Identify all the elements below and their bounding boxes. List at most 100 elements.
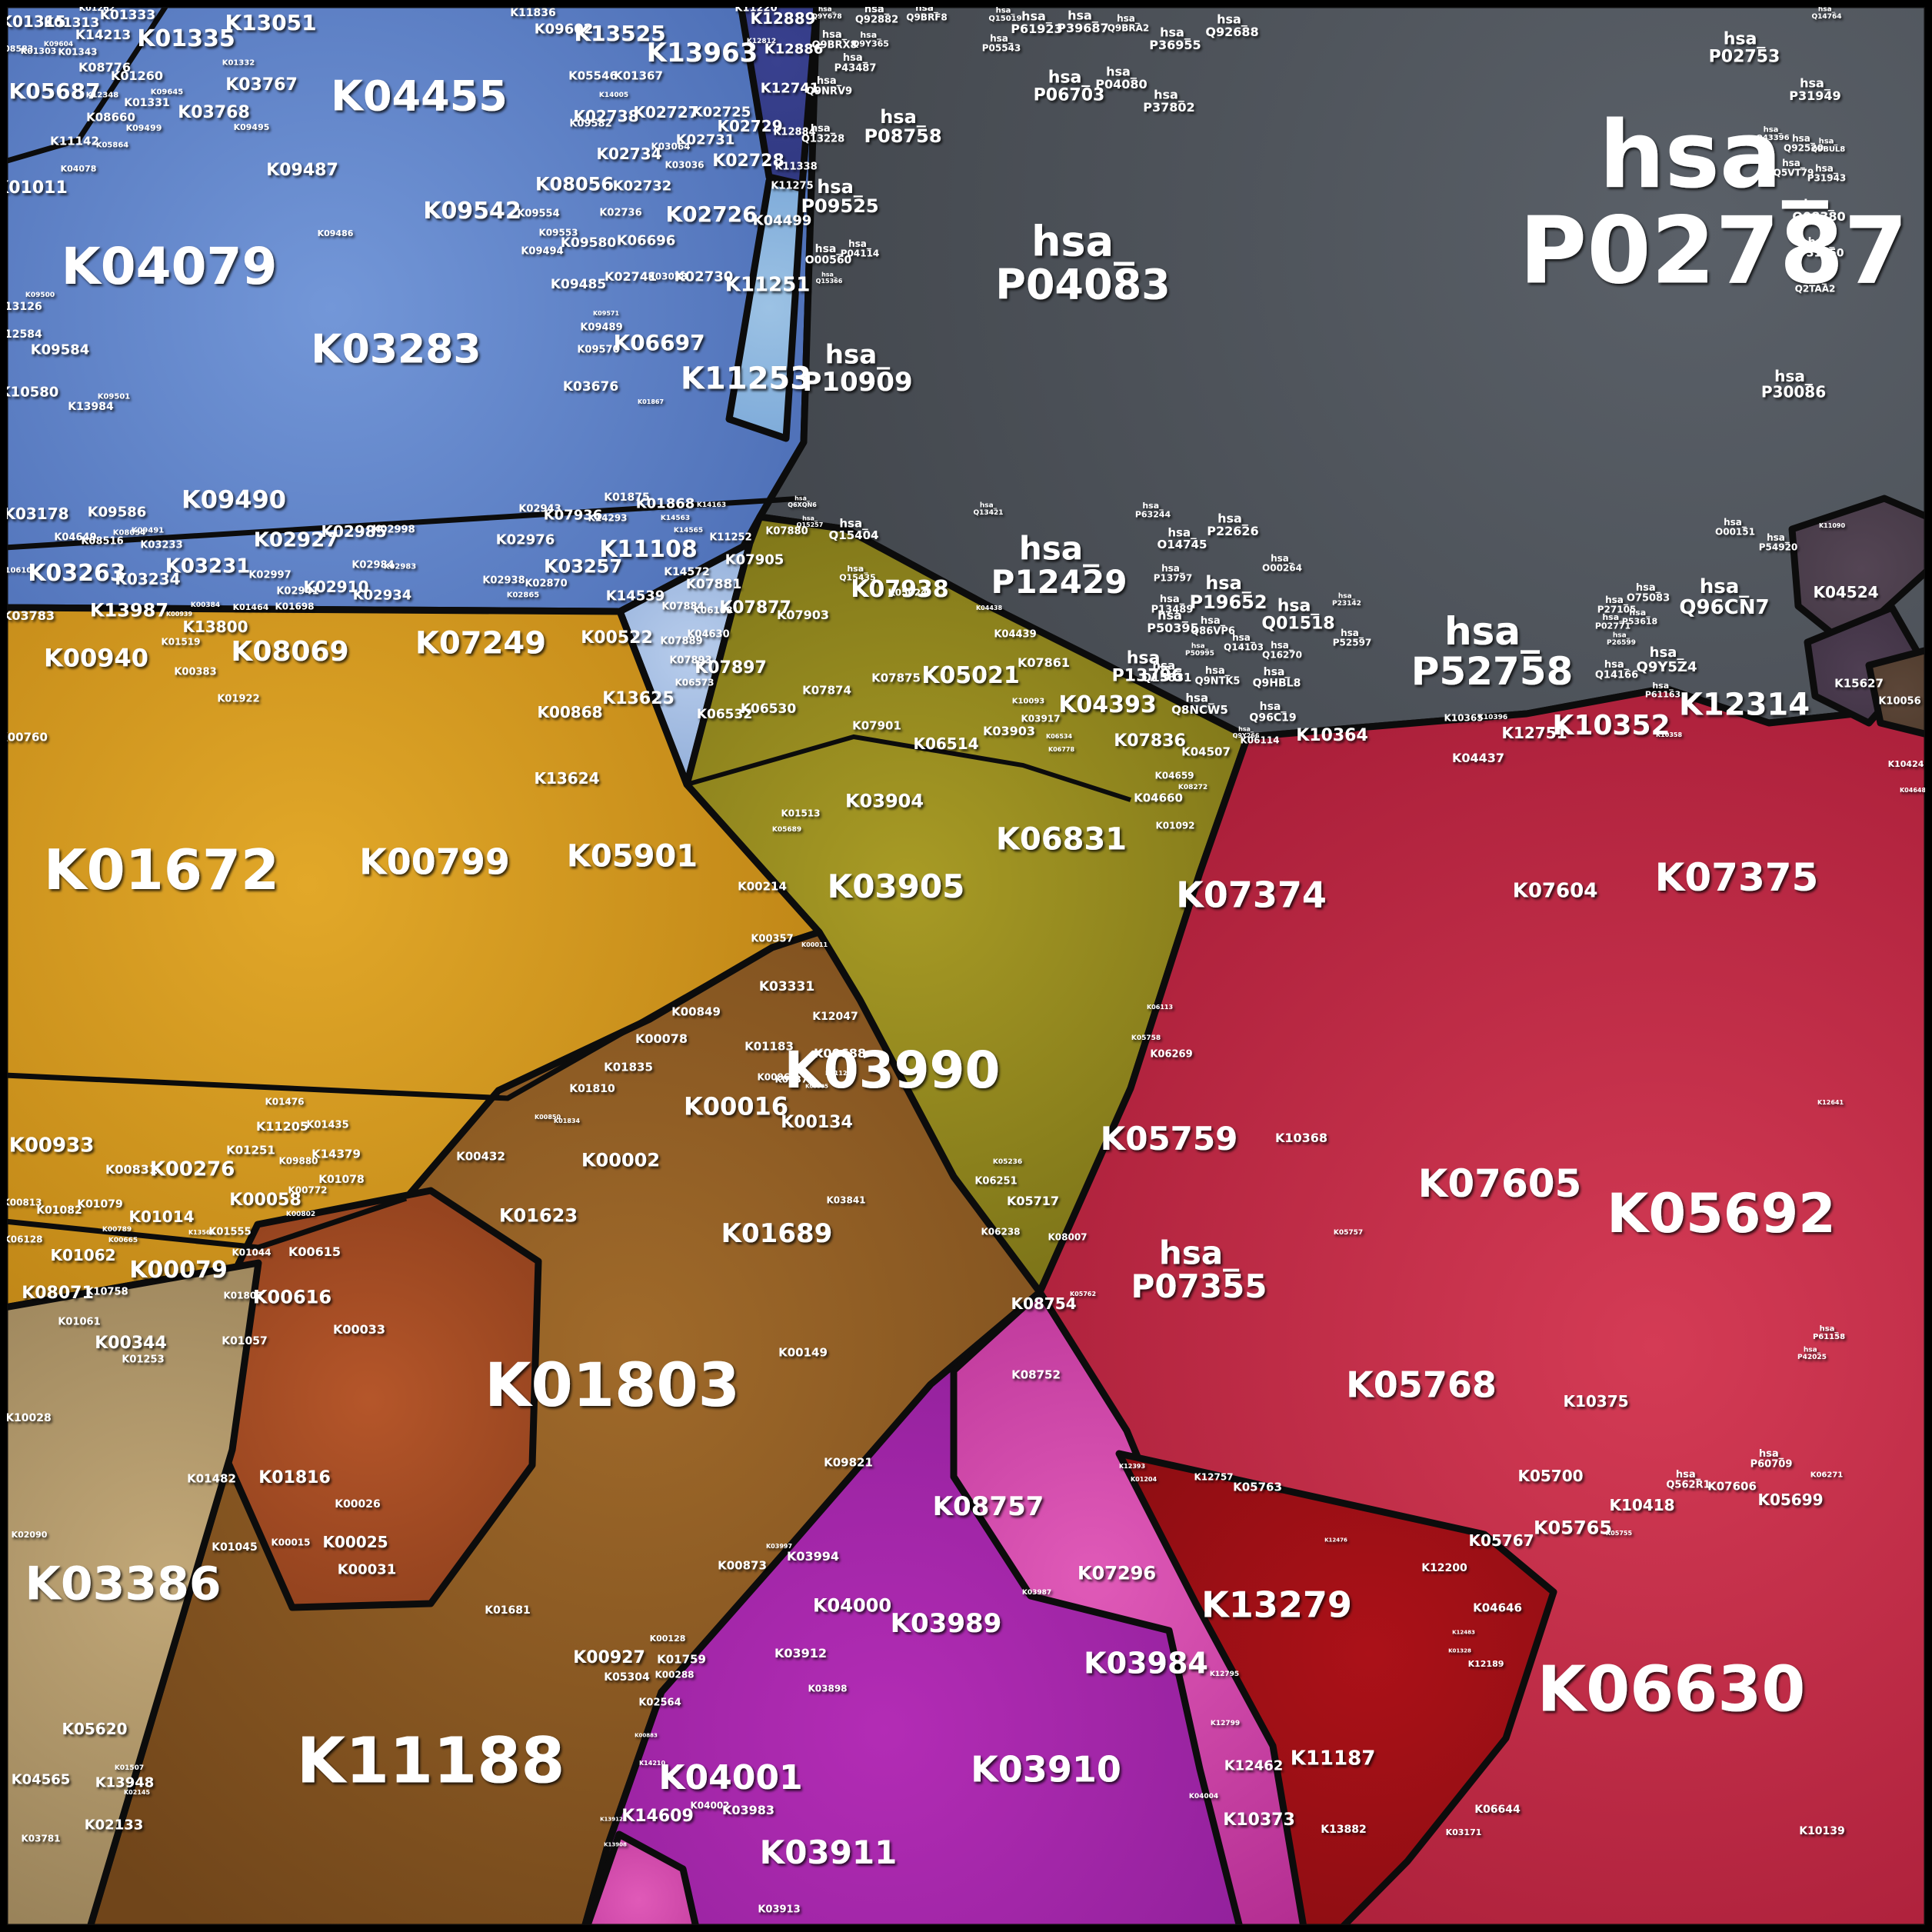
- cell-label: K04649: [54, 532, 96, 544]
- cell-label: K03234: [115, 570, 180, 588]
- cell-label: hsa_ P50995: [1185, 643, 1214, 658]
- cell-label: hsa_ Q15631: [1142, 659, 1192, 685]
- cell-label: K02090: [12, 1530, 48, 1540]
- cell-label: K14565: [674, 527, 703, 535]
- cell-label: K06696: [617, 232, 676, 248]
- cell-label: K09495: [234, 122, 270, 132]
- cell-label: K03036: [665, 159, 704, 170]
- cell-label: K01922: [217, 694, 259, 705]
- cell-label: K03917: [1021, 713, 1060, 724]
- cell-label: hsa_ P13796: [1112, 648, 1184, 685]
- cell-label: K14005: [599, 92, 628, 99]
- cell-label: K11187: [1291, 1747, 1376, 1770]
- cell-label: K04001: [658, 1758, 802, 1797]
- cell-label: K00384: [191, 601, 220, 609]
- cell-label: K01476: [265, 1096, 304, 1107]
- cell-label: K06238: [981, 1226, 1020, 1237]
- cell-label: K09604: [44, 41, 73, 48]
- cell-label: K05700: [1517, 1467, 1583, 1485]
- cell-label: K11338: [774, 162, 817, 173]
- cell-label: K03984: [1084, 1647, 1208, 1681]
- cell-label: K09582: [569, 118, 611, 130]
- cell-label: hsa_ Q86VP6: [1191, 615, 1235, 638]
- cell-label: K04524: [1813, 583, 1878, 601]
- cell-label: K03783: [2, 608, 55, 623]
- cell-label: K14563: [661, 515, 690, 522]
- cell-label: K05021: [921, 662, 1020, 689]
- cell-label: K01698: [275, 601, 314, 611]
- cell-label: K02997: [248, 570, 291, 581]
- cell-label: K09571: [593, 310, 619, 317]
- cell-label: K07880: [765, 526, 808, 538]
- cell-label: K02734: [596, 145, 661, 163]
- cell-label: K00933: [9, 1134, 95, 1157]
- cell-label: K11142: [50, 134, 99, 148]
- cell-label: K10373: [1223, 1810, 1295, 1830]
- cell-label: hsa_ Q9BRX8: [811, 29, 857, 52]
- cell-label: K07905: [725, 551, 784, 568]
- cell-label: K08776: [78, 60, 131, 75]
- cell-label: K12314: [1679, 687, 1810, 722]
- cell-label: K09489: [580, 322, 622, 334]
- cell-label: K09580: [561, 235, 616, 251]
- cell-label: K07936: [544, 507, 603, 523]
- cell-label: K12886: [764, 41, 824, 57]
- cell-label: K02725: [692, 104, 751, 120]
- cell-label: K02985: [321, 522, 386, 541]
- cell-label: K04439: [994, 629, 1036, 641]
- cell-label: K10028: [5, 1412, 52, 1424]
- cell-label: K03178: [3, 505, 68, 523]
- cell-label: K01127: [825, 1070, 851, 1077]
- cell-label: K05304: [604, 1671, 650, 1684]
- cell-label: K01251: [226, 1143, 275, 1157]
- cell-label: K12751: [1501, 724, 1567, 742]
- cell-label: K09821: [824, 1455, 873, 1469]
- cell-label: K04565: [12, 1771, 71, 1787]
- cell-label: K13051: [225, 10, 316, 35]
- cell-label: hsa_ P02787: [1519, 102, 1907, 305]
- cell-label: K03231: [165, 555, 251, 578]
- cell-label: K02145: [124, 1789, 150, 1796]
- region-darkred: [1115, 1450, 1557, 1931]
- cell-label: hsa_ P04080: [1095, 64, 1147, 92]
- cell-label: K10093: [1012, 698, 1045, 706]
- cell-label: hsa_ P04114: [841, 238, 880, 258]
- cell-label: K01875: [604, 491, 650, 504]
- cell-label: K08007: [1048, 1231, 1087, 1242]
- cell-label: K02728: [712, 152, 784, 171]
- cell-label: K04393: [1058, 691, 1157, 718]
- cell-label: hsa_ P02771: [1595, 612, 1631, 631]
- cell-label: K00276: [150, 1158, 235, 1181]
- cell-label: K02865: [507, 591, 540, 600]
- cell-label: K00031: [338, 1561, 397, 1577]
- cell-label: K01061: [58, 1317, 100, 1328]
- cell-label: K02938: [482, 575, 525, 587]
- cell-label: K03913: [758, 1904, 800, 1916]
- cell-label: hsa_ Q13421: [974, 502, 1004, 517]
- cell-label: K12641: [1817, 1099, 1844, 1106]
- cell-label: K00058: [229, 1191, 301, 1210]
- cell-label: K01062: [50, 1246, 115, 1264]
- cell-label: K06644: [1474, 1804, 1521, 1816]
- cell-label: K07874: [802, 683, 851, 697]
- cell-label: K00616: [253, 1287, 331, 1308]
- cell-label: K01807: [223, 1290, 262, 1301]
- cell-label: K01078: [318, 1174, 365, 1186]
- cell-label: K04507: [1181, 744, 1231, 758]
- cell-label: K14293: [588, 512, 627, 523]
- cell-label: K05765: [1534, 1517, 1612, 1539]
- cell-label: hsa_ Q9BUL8: [1811, 137, 1846, 153]
- cell-label: K05692: [1607, 1182, 1836, 1245]
- cell-label: K08272: [1178, 784, 1208, 791]
- cell-label: K06534: [1046, 733, 1072, 740]
- cell-label: K10396: [1478, 714, 1507, 721]
- cell-label: K09880: [278, 1155, 318, 1166]
- cell-label: K01328: [1448, 1648, 1471, 1654]
- cell-label: K00432: [456, 1149, 505, 1163]
- cell-label: hsa_ Q9Y266: [1233, 726, 1260, 739]
- cell-label: K00079: [129, 1257, 228, 1284]
- cell-label: K12889: [750, 9, 815, 28]
- cell-label: hsa_ O75083: [1627, 582, 1670, 605]
- cell-label: K00344: [95, 1334, 167, 1353]
